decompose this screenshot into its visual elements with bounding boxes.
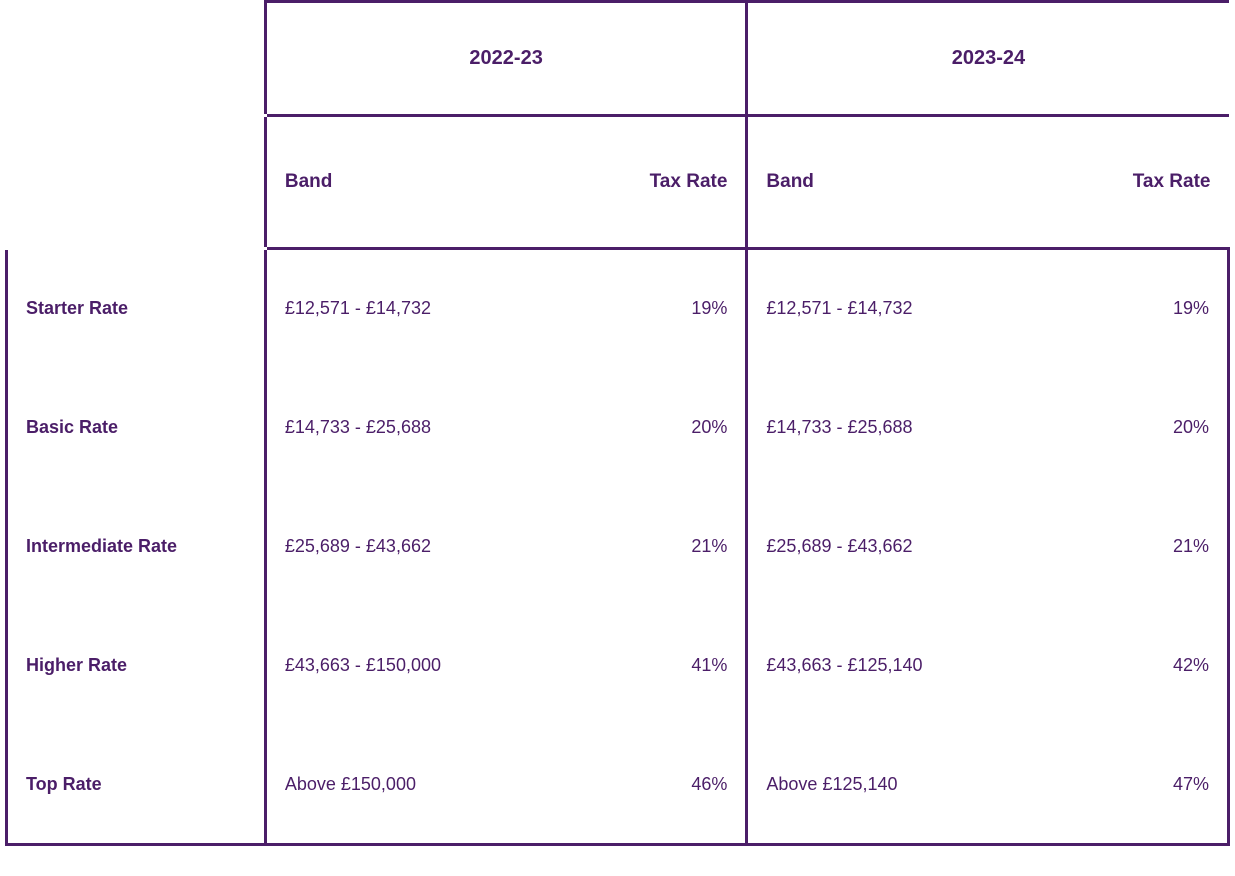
tax-rate-table: 2022-23 2023-24 Band Tax Rate Band Tax R… [5, 0, 1230, 846]
sub-header-rate-1: Tax Rate [606, 116, 746, 249]
band-cell: £14,733 - £25,688 [265, 368, 606, 487]
rate-cell: 42% [1088, 606, 1228, 725]
rate-cell: 46% [606, 725, 746, 845]
rate-cell: 19% [606, 249, 746, 369]
band-cell: £25,689 - £43,662 [747, 487, 1088, 606]
band-cell: £25,689 - £43,662 [265, 487, 606, 606]
row-label: Basic Rate [7, 368, 266, 487]
table-row: Starter Rate £12,571 - £14,732 19% £12,5… [7, 249, 1229, 369]
band-cell: £12,571 - £14,732 [265, 249, 606, 369]
rate-cell: 21% [1088, 487, 1228, 606]
sub-header-band-1: Band [265, 116, 606, 249]
table-row: Top Rate Above £150,000 46% Above £125,1… [7, 725, 1229, 845]
rate-cell: 47% [1088, 725, 1228, 845]
rate-cell: 21% [606, 487, 746, 606]
rate-cell: 20% [606, 368, 746, 487]
sub-header-blank [7, 116, 266, 249]
band-cell: £43,663 - £125,140 [747, 606, 1088, 725]
band-cell: Above £125,140 [747, 725, 1088, 845]
year-header-1: 2022-23 [265, 2, 747, 116]
sub-header-row: Band Tax Rate Band Tax Rate [7, 116, 1229, 249]
band-cell: £43,663 - £150,000 [265, 606, 606, 725]
band-cell: £12,571 - £14,732 [747, 249, 1088, 369]
sub-header-rate-2: Tax Rate [1088, 116, 1228, 249]
year-header-2: 2023-24 [747, 2, 1229, 116]
sub-header-band-2: Band [747, 116, 1088, 249]
row-label: Starter Rate [7, 249, 266, 369]
band-cell: £14,733 - £25,688 [747, 368, 1088, 487]
table-row: Higher Rate £43,663 - £150,000 41% £43,6… [7, 606, 1229, 725]
year-header-row: 2022-23 2023-24 [7, 2, 1229, 116]
band-cell: Above £150,000 [265, 725, 606, 845]
row-label: Top Rate [7, 725, 266, 845]
rate-cell: 19% [1088, 249, 1228, 369]
table-row: Basic Rate £14,733 - £25,688 20% £14,733… [7, 368, 1229, 487]
rate-cell: 20% [1088, 368, 1228, 487]
year-header-blank [7, 2, 266, 116]
table-row: Intermediate Rate £25,689 - £43,662 21% … [7, 487, 1229, 606]
row-label: Higher Rate [7, 606, 266, 725]
rate-cell: 41% [606, 606, 746, 725]
row-label: Intermediate Rate [7, 487, 266, 606]
